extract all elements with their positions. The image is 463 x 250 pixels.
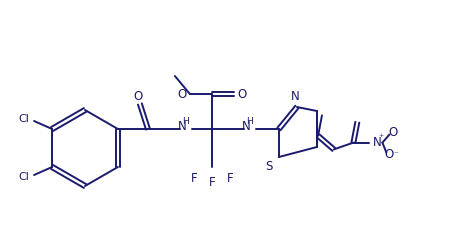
Text: H: H xyxy=(246,116,253,126)
Text: S: S xyxy=(265,160,272,173)
Text: Cl: Cl xyxy=(19,172,30,182)
Text: H: H xyxy=(182,116,189,126)
Text: F: F xyxy=(208,176,215,190)
Text: O: O xyxy=(133,90,142,102)
Text: N: N xyxy=(372,136,381,149)
Text: N: N xyxy=(241,120,250,132)
Text: ⁻: ⁻ xyxy=(392,150,397,159)
Text: Cl: Cl xyxy=(19,114,30,124)
Text: N: N xyxy=(290,90,299,104)
Text: F: F xyxy=(190,172,197,186)
Text: F: F xyxy=(226,172,233,186)
Text: O: O xyxy=(177,88,186,101)
Text: +: + xyxy=(378,133,383,138)
Text: O: O xyxy=(237,88,246,101)
Text: O: O xyxy=(384,148,393,161)
Text: N: N xyxy=(177,120,186,132)
Text: O: O xyxy=(388,126,397,139)
